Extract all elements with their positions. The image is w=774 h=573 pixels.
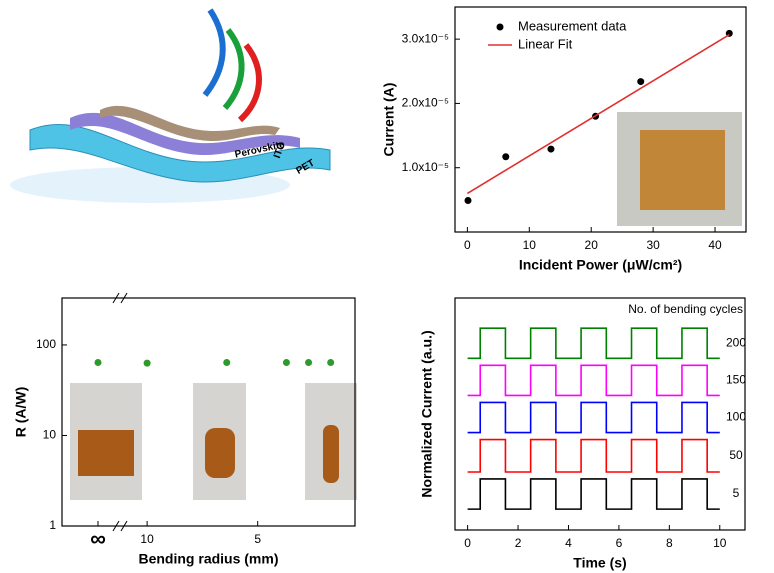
- x-tick-label: 10: [140, 532, 154, 546]
- y-tick-label: 1: [49, 518, 56, 532]
- x-tick-label: 8: [666, 536, 673, 550]
- plot-frame: [454, 297, 746, 531]
- x-tick-label: 2: [515, 536, 522, 550]
- y-tick-label: 2.0x10⁻⁵: [402, 96, 449, 110]
- photo-inset: [70, 383, 357, 500]
- plot-frame: [61, 297, 356, 527]
- photo-sample: [205, 428, 235, 478]
- y-tick-label: 3.0x10⁻⁵: [402, 31, 449, 45]
- data-point: [223, 358, 231, 366]
- x-tick-label: 5: [254, 532, 261, 546]
- perovskite-layer: [100, 105, 280, 142]
- data-line: [467, 327, 720, 360]
- y-axis-label: Normalized Current (a.u.): [419, 330, 435, 497]
- photo-sample: [640, 130, 725, 210]
- photo-sample: [323, 425, 339, 483]
- y-tick-label: 1.0x10⁻⁵: [402, 160, 449, 174]
- data-point: [282, 358, 290, 366]
- x-tick-label: 10: [713, 536, 727, 550]
- layer-label: ITO: [272, 140, 288, 159]
- data-line: [467, 401, 720, 434]
- data-line: [466, 33, 730, 195]
- x-tick-label: 4: [565, 536, 572, 550]
- x-tick-label: 10: [523, 238, 537, 252]
- data-point: [464, 197, 472, 204]
- series-label: 150: [726, 373, 746, 387]
- x-tick-label: 40: [708, 238, 722, 252]
- plot-frame: [454, 6, 747, 233]
- data-point: [305, 358, 313, 366]
- data-point: [547, 145, 555, 153]
- series-label: 50: [729, 448, 743, 462]
- x-axis-label: Bending radius (mm): [138, 551, 278, 567]
- data-line: [467, 438, 720, 473]
- y-tick-label: 100: [36, 337, 56, 351]
- legend-title: No. of bending cycles: [628, 302, 743, 316]
- data-line: [467, 478, 720, 510]
- light-arrow: [222, 28, 245, 110]
- light-arrow: [202, 8, 226, 97]
- data-point: [637, 78, 645, 86]
- pet-layer: [29, 124, 331, 183]
- x-tick-label: 30: [646, 238, 660, 252]
- ito-layer: [70, 112, 300, 156]
- data-point: [327, 358, 335, 366]
- x-tick-label: ∞: [90, 526, 106, 551]
- data-point: [143, 359, 151, 367]
- y-axis-label: Current (A): [381, 83, 397, 157]
- x-axis-label: Incident Power (μW/cm²): [519, 257, 682, 273]
- legend-label: Linear Fit: [518, 36, 573, 51]
- series-label: 200: [726, 335, 746, 349]
- x-tick-label: 0: [464, 536, 471, 550]
- legend-marker: [496, 23, 504, 31]
- x-tick-label: 0: [464, 238, 471, 252]
- y-tick-label: 10: [43, 428, 57, 442]
- photo-sample: [78, 430, 134, 476]
- legend-label: Measurement data: [518, 18, 627, 33]
- series-label: 100: [726, 410, 746, 424]
- data-line: [467, 364, 720, 397]
- y-axis-label: R (A/W): [13, 387, 29, 438]
- photo-inset: [617, 112, 742, 226]
- light-arrow: [237, 43, 262, 123]
- x-tick-label: 6: [616, 536, 623, 550]
- data-point: [94, 358, 102, 366]
- x-axis-label: Time (s): [573, 555, 626, 571]
- device-schematic: Perovskite ITO PET: [10, 8, 331, 203]
- series-label: 5: [733, 486, 740, 500]
- data-point: [502, 153, 510, 161]
- x-tick-label: 20: [585, 238, 599, 252]
